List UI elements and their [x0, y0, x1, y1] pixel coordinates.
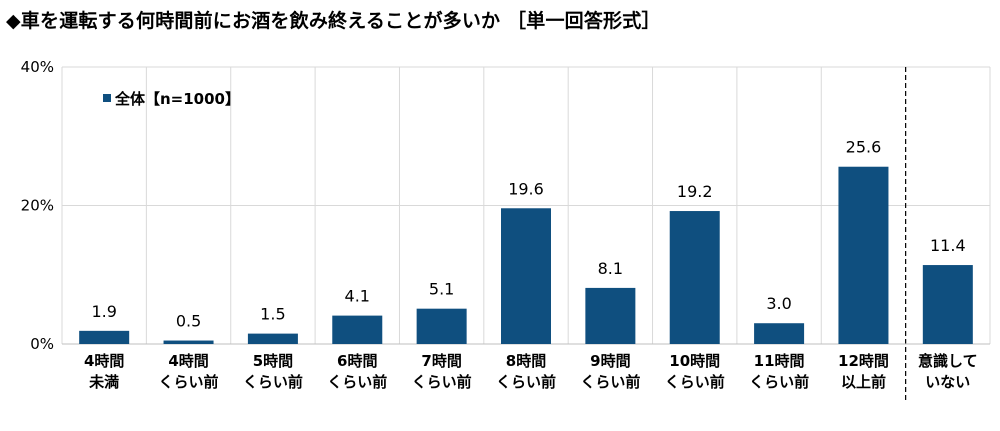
data-label: 1.5 [260, 305, 285, 324]
x-tick-label: 未満 [88, 373, 119, 391]
x-tick-label: 以上前 [841, 373, 886, 391]
bar [79, 330, 130, 344]
data-label: 11.4 [930, 236, 966, 255]
data-label: 8.1 [598, 259, 623, 278]
x-tick-label: くらい前 [749, 373, 809, 391]
data-label: 1.9 [91, 302, 116, 321]
x-tick-label: くらい前 [580, 373, 640, 391]
x-tick-label: 4時間 [168, 352, 208, 370]
y-tick-label: 20% [21, 197, 54, 215]
bars [79, 166, 973, 344]
x-tick-label: 11時間 [754, 352, 805, 370]
bar [247, 333, 298, 344]
legend-swatch [103, 94, 111, 102]
bar [163, 340, 214, 344]
x-tick-label: くらい前 [243, 373, 303, 391]
y-tick-label: 40% [21, 58, 54, 76]
bar [754, 323, 805, 344]
x-tick-label: 9時間 [590, 352, 630, 370]
data-label: 4.1 [345, 287, 370, 306]
x-tick-label: 10時間 [669, 352, 720, 370]
x-tick-label: 7時間 [421, 352, 461, 370]
x-tick-label: 12時間 [838, 352, 889, 370]
x-tick-label: いない [925, 373, 970, 391]
bar [416, 308, 467, 344]
bar [669, 211, 720, 344]
x-tick-label: 6時間 [337, 352, 377, 370]
x-tick-label: くらい前 [665, 373, 725, 391]
data-label: 19.6 [508, 179, 544, 198]
y-tick-label: 0% [30, 335, 54, 353]
x-tick-label: 8時間 [506, 352, 546, 370]
data-label: 5.1 [429, 280, 454, 299]
data-label: 3.0 [766, 294, 791, 313]
x-tick-label: 5時間 [253, 352, 293, 370]
x-tick-label: くらい前 [159, 373, 219, 391]
chart-title: ◆車を運転する何時間前にお酒を飲み終えることが多いか ［単一回答形式］ [6, 10, 661, 32]
data-label: 25.6 [846, 138, 882, 157]
value-labels: 1.9 0.5 1.5 4.1 5.1 19.6 8.1 19.2 3.0 25.6 11.4 [91, 138, 965, 331]
bar [585, 287, 636, 344]
data-label: 0.5 [176, 312, 201, 331]
legend: 全体【n=1000】 [103, 90, 240, 108]
grid-lines [61, 66, 991, 400]
bar [501, 208, 551, 344]
x-tick-label: くらい前 [412, 373, 472, 391]
legend-label: 全体【n=1000】 [114, 90, 240, 108]
x-tick-label: 4時間 [84, 352, 124, 370]
x-tick-label: くらい前 [496, 373, 556, 391]
y-axis: 0% 20% 40% [21, 58, 54, 353]
x-tick-label: 意識して [918, 352, 978, 370]
x-tick-label: くらい前 [327, 373, 387, 391]
bar [332, 315, 383, 344]
bar [838, 166, 889, 344]
bar [922, 265, 973, 344]
data-label: 19.2 [677, 182, 713, 201]
